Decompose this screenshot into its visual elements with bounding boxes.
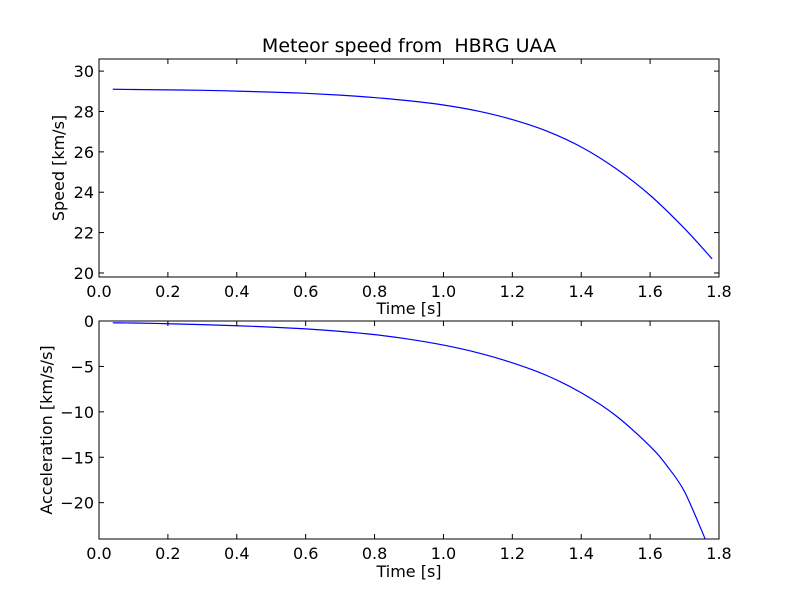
- accel-x-tick-label: 0.0: [86, 544, 111, 563]
- acceleration-panel: 0.0 0.2 0.4 0.6 0.8 1.0 1.2 1.4 1.6 1.8 0 −5 −10 −15…: [37, 312, 732, 581]
- speed-x-tick-label: 0.0: [86, 282, 111, 301]
- speed-x-tick-label: 1.8: [706, 282, 731, 301]
- speed-x-axis-label: Time [s]: [375, 299, 441, 318]
- acceleration-x-ticks: 0.0 0.2 0.4 0.6 0.8 1.0 1.2 1.4 1.6 1.8: [86, 321, 732, 563]
- acceleration-x-axis-label: Time [s]: [375, 562, 441, 581]
- speed-x-tick-label: 1.6: [637, 282, 662, 301]
- accel-x-tick-label: 0.8: [362, 544, 387, 563]
- acceleration-y-ticks: 0 −5 −10 −15 −20: [60, 312, 719, 513]
- accel-x-tick-label: 1.6: [637, 544, 662, 563]
- accel-y-tick-label: 0: [84, 312, 94, 331]
- speed-x-tick-label: 1.2: [500, 282, 525, 301]
- speed-y-tick-label: 26: [74, 143, 94, 162]
- speed-x-tick-label: 0.8: [362, 282, 387, 301]
- speed-x-tick-label: 1.4: [568, 282, 593, 301]
- acceleration-axes-frame: [98, 320, 720, 540]
- accel-y-tick-label: −5: [70, 357, 94, 376]
- speed-panel: Meteor speed from HBRG UAA 0.0 0.2 0.4 0.6 0…: [49, 35, 732, 318]
- speed-x-tick-label: 1.0: [431, 282, 456, 301]
- speed-x-tick-label: 0.6: [293, 282, 318, 301]
- chart-title: Meteor speed from HBRG UAA: [262, 35, 556, 57]
- accel-x-tick-label: 1.0: [431, 544, 456, 563]
- speed-axes-frame: [98, 58, 720, 278]
- accel-x-tick-label: 1.2: [500, 544, 525, 563]
- speed-y-ticks: 20 22 24 26 28 30: [74, 62, 719, 283]
- accel-y-tick-label: −20: [60, 494, 94, 513]
- speed-y-tick-label: 22: [74, 224, 94, 243]
- speed-x-tick-label: 0.2: [155, 282, 180, 301]
- accel-x-tick-label: 1.4: [568, 544, 593, 563]
- accel-y-tick-label: −15: [60, 448, 94, 467]
- acceleration-plot-area: [112, 322, 706, 539]
- accel-x-tick-label: 0.2: [155, 544, 180, 563]
- accel-x-tick-label: 0.4: [224, 544, 249, 563]
- speed-y-tick-label: 30: [74, 62, 94, 81]
- speed-series-line-0: [112, 88, 713, 260]
- accel-series-line-0: [112, 322, 706, 539]
- speed-y-axis-label: Speed [km/s]: [49, 115, 68, 221]
- speed-y-tick-label: 20: [74, 264, 94, 283]
- accel-x-tick-label: 0.6: [293, 544, 318, 563]
- speed-x-tick-label: 0.4: [224, 282, 249, 301]
- accel-x-tick-label: 1.8: [706, 544, 731, 563]
- speed-x-ticks: 0.0 0.2 0.4 0.6 0.8 1.0 1.2 1.4 1.6 1.8: [86, 59, 732, 301]
- speed-y-tick-label: 24: [74, 183, 94, 202]
- speed-y-tick-label: 28: [74, 102, 94, 121]
- speed-plot-area: [112, 88, 713, 260]
- acceleration-y-axis-label: Acceleration [km/s/s]: [37, 345, 56, 514]
- accel-y-tick-label: −10: [60, 403, 94, 422]
